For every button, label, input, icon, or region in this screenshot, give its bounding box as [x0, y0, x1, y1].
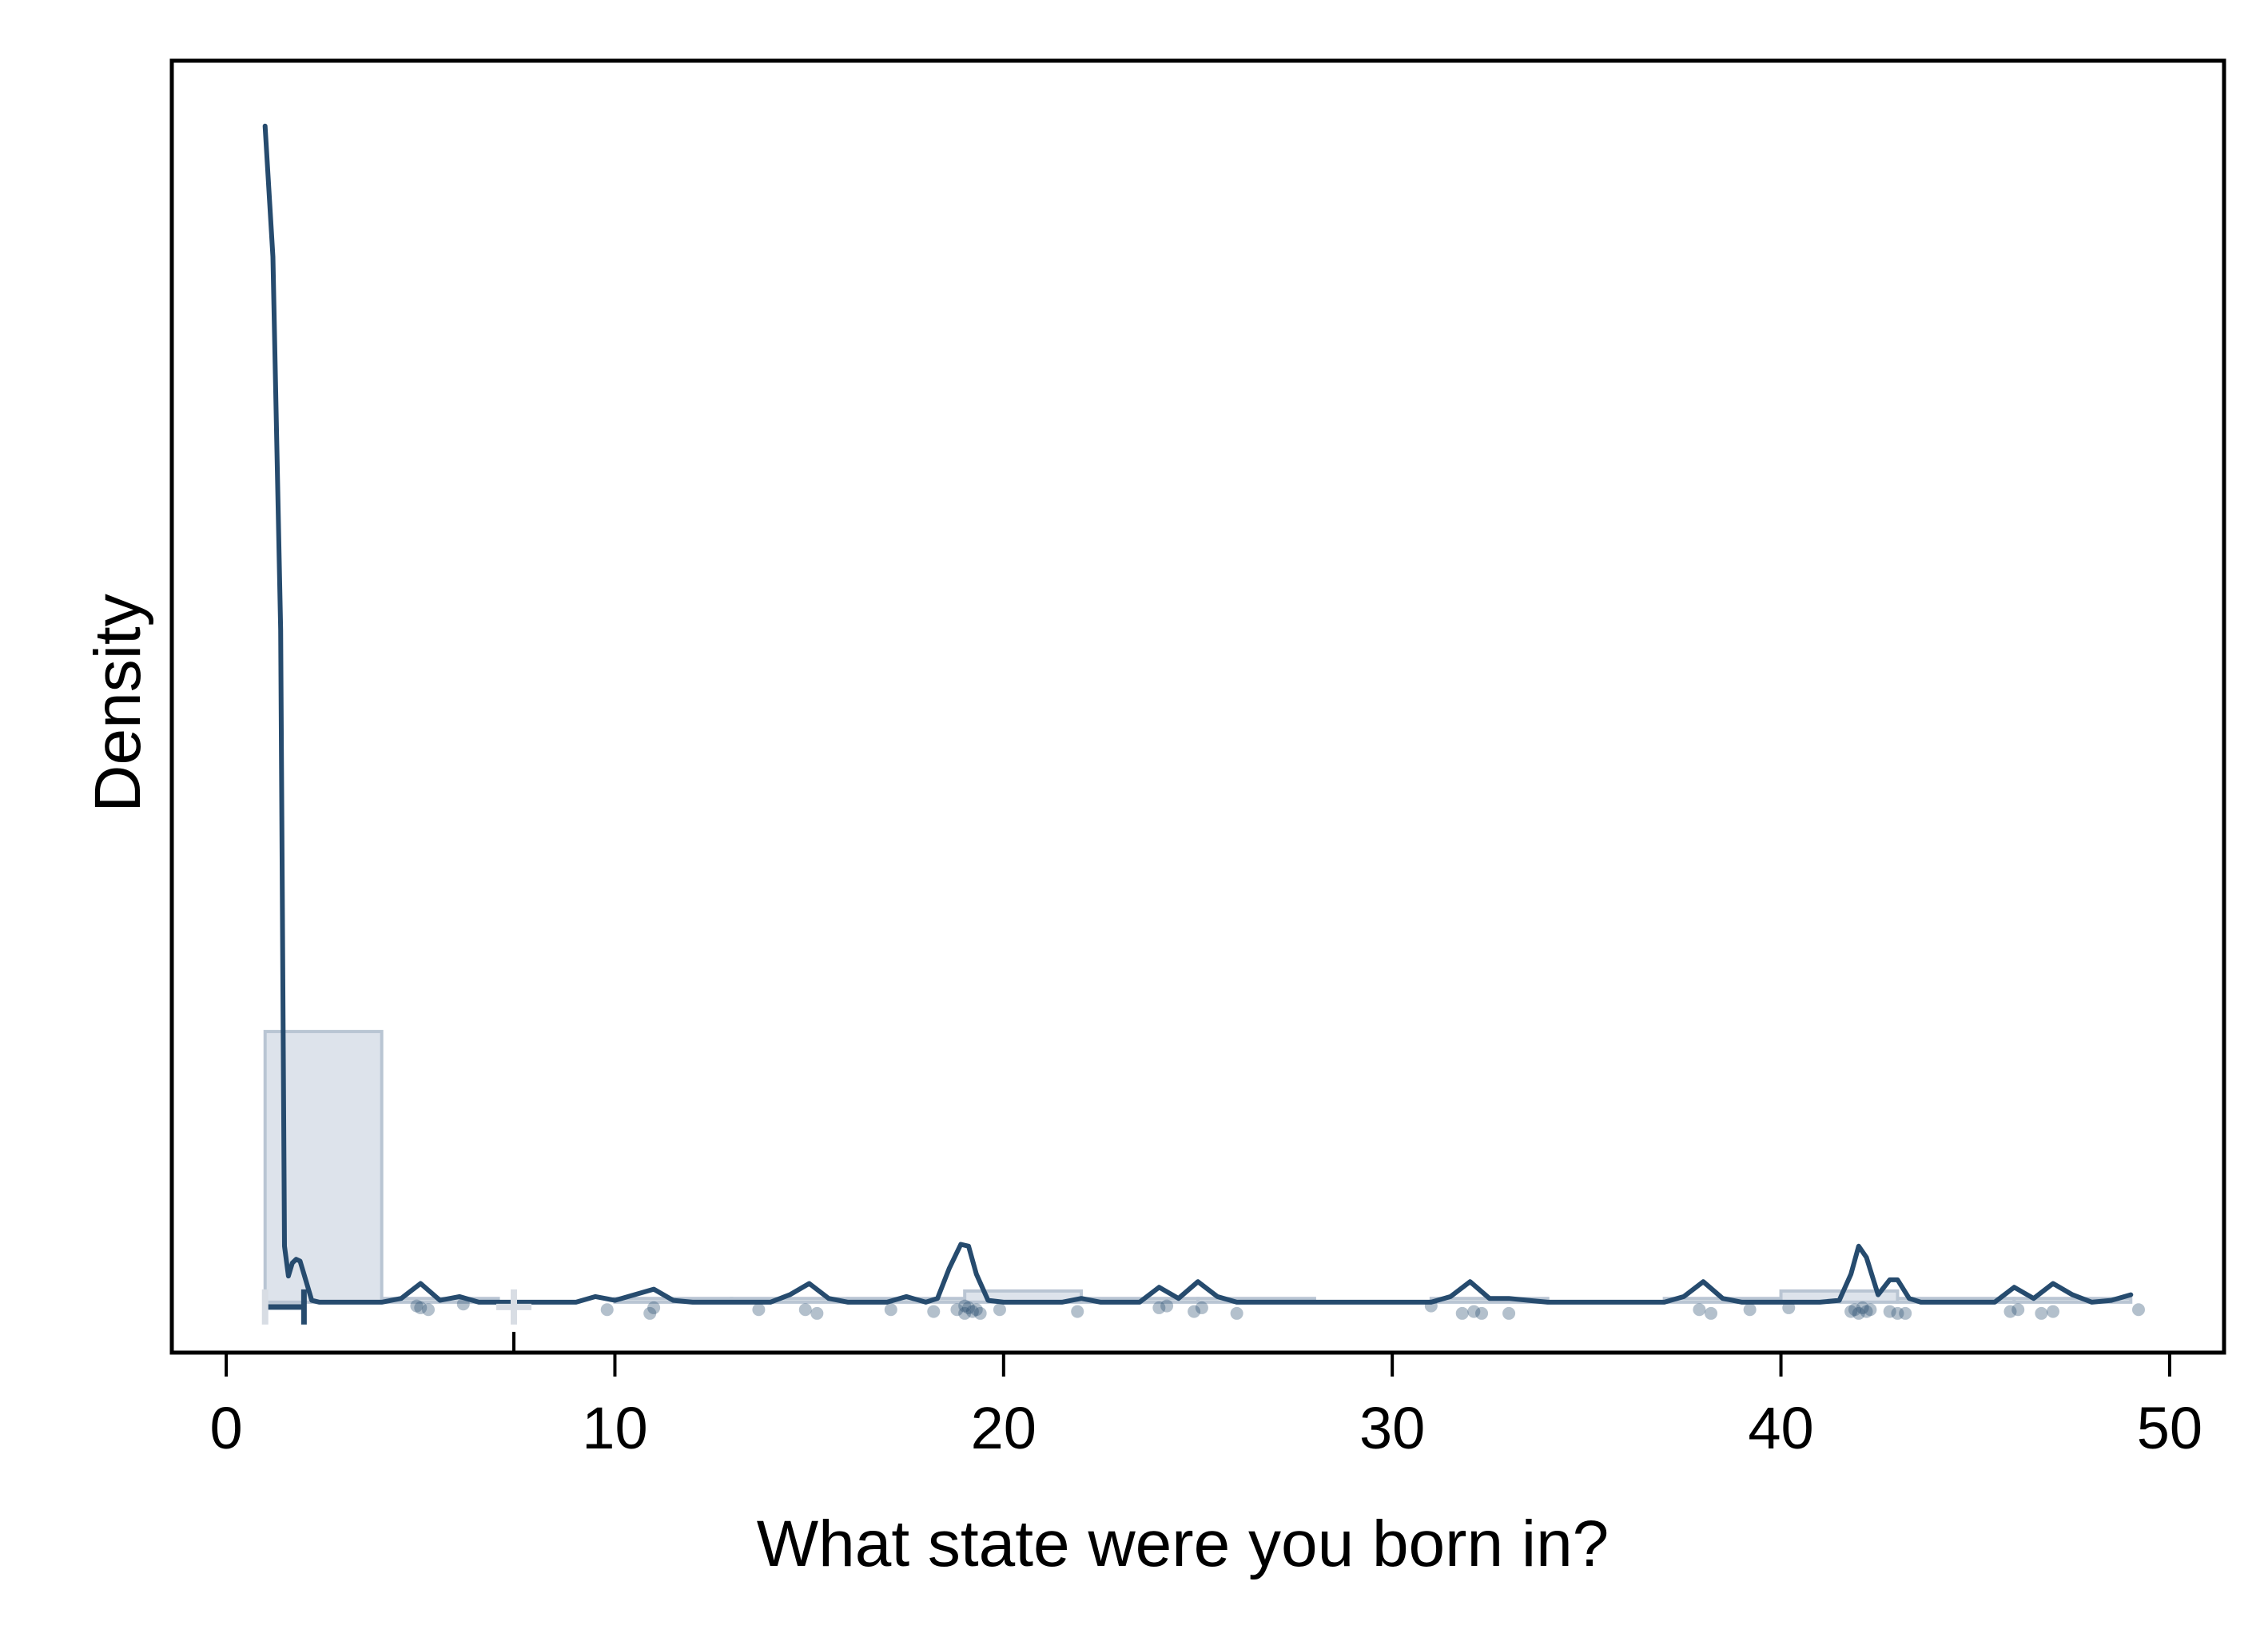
- data-point-16: [969, 1303, 983, 1317]
- data-point-0: [414, 1301, 428, 1314]
- data-point-26: [1424, 1299, 1438, 1313]
- x-tick-label-20: 20: [971, 1395, 1037, 1461]
- data-point-38: [1856, 1301, 1869, 1314]
- data-point-33: [1743, 1303, 1757, 1317]
- data-point-46: [2035, 1306, 2048, 1320]
- data-point-6: [643, 1306, 657, 1320]
- x-tick-label-50: 50: [2137, 1395, 2202, 1461]
- data-point-7: [752, 1303, 766, 1317]
- data-point-9: [810, 1306, 824, 1320]
- histogram-bar-15: [2012, 1297, 2133, 1304]
- data-point-35: [1844, 1305, 1858, 1318]
- data-point-43: [1899, 1306, 1912, 1320]
- plot-frame: [169, 58, 2226, 1355]
- data-point-31: [1693, 1303, 1706, 1317]
- data-point-27: [1455, 1306, 1469, 1320]
- data-point-48: [2132, 1303, 2145, 1317]
- data-point-20: [1071, 1305, 1084, 1318]
- data-point-12: [950, 1303, 964, 1317]
- x-tick-label-40: 40: [1748, 1395, 1813, 1461]
- data-points-layer: [410, 1297, 2145, 1320]
- data-point-36: [1848, 1303, 1861, 1317]
- data-point-17: [973, 1306, 987, 1320]
- data-point-42: [1891, 1306, 1904, 1320]
- data-point-44: [2003, 1305, 2017, 1318]
- data-point-29: [1475, 1306, 1489, 1320]
- x-tick-label-0: 0: [210, 1395, 243, 1461]
- data-point-39: [1860, 1305, 1873, 1318]
- data-point-41: [1883, 1305, 1896, 1318]
- x-axis-title: What state were you born in?: [757, 1508, 1609, 1580]
- data-point-11: [927, 1305, 941, 1318]
- data-point-25: [1230, 1306, 1243, 1320]
- data-point-47: [2047, 1305, 2059, 1318]
- data-point-18: [958, 1299, 972, 1313]
- x-tick-label-10: 10: [582, 1395, 647, 1461]
- data-point-4: [600, 1303, 614, 1317]
- density-curve: [262, 123, 2134, 1305]
- data-point-37: [1852, 1306, 1865, 1320]
- y-axis-title: Density: [82, 594, 154, 812]
- data-point-30: [1502, 1306, 1516, 1320]
- data-point-34: [1782, 1301, 1796, 1314]
- data-point-1: [422, 1303, 435, 1317]
- data-point-23: [1188, 1305, 1201, 1318]
- data-point-2: [410, 1299, 424, 1313]
- data-point-28: [1467, 1305, 1481, 1318]
- density-curve-layer: [262, 123, 2134, 1305]
- data-point-19: [993, 1303, 1006, 1317]
- x-axis-ticks: 0 10 20 30 40 50: [210, 1353, 2202, 1461]
- data-point-15: [965, 1305, 979, 1318]
- data-point-3: [456, 1297, 470, 1311]
- data-point-40: [1864, 1303, 1877, 1317]
- data-point-21: [1152, 1301, 1166, 1314]
- data-point-5: [647, 1301, 661, 1314]
- x-tick-label-30: 30: [1359, 1395, 1425, 1461]
- data-point-24: [1195, 1301, 1208, 1314]
- data-point-32: [1705, 1306, 1717, 1320]
- data-point-10: [884, 1303, 897, 1317]
- summary-markers-layer: [261, 1289, 531, 1353]
- data-point-14: [962, 1301, 976, 1314]
- data-point-22: [1160, 1299, 1174, 1313]
- data-point-45: [2011, 1303, 2025, 1317]
- data-point-8: [798, 1303, 812, 1317]
- data-point-13: [958, 1306, 972, 1320]
